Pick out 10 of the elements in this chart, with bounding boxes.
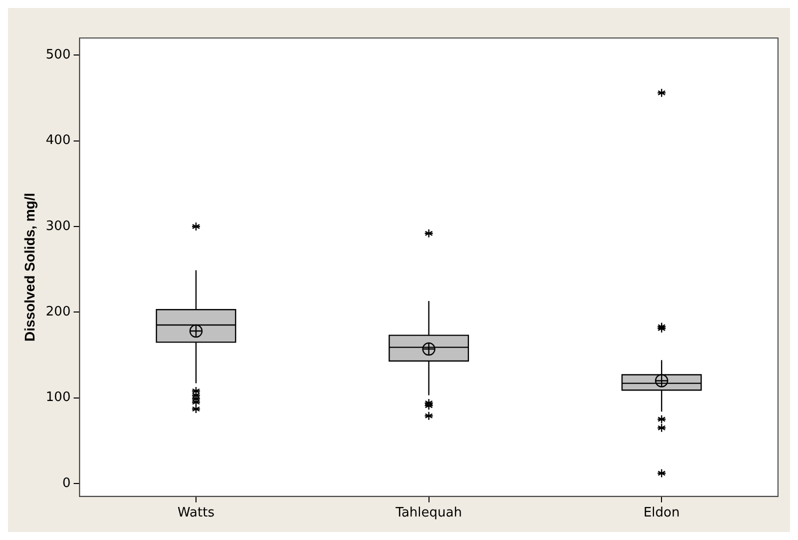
- x-tick-label: Eldon: [643, 506, 680, 521]
- y-tick-label: 500: [46, 48, 71, 63]
- y-axis-title: Dissolved Solids, mg/l: [21, 192, 38, 342]
- y-tick-label: 100: [46, 390, 71, 406]
- y-tick-label: 0: [62, 476, 71, 491]
- y-tick-label: 400: [46, 133, 71, 148]
- x-tick-label: Watts: [178, 506, 215, 521]
- y-tick-label: 300: [46, 218, 71, 234]
- y-tick-label: 200: [46, 304, 71, 320]
- x-tick-label: Tahlequah: [394, 506, 462, 521]
